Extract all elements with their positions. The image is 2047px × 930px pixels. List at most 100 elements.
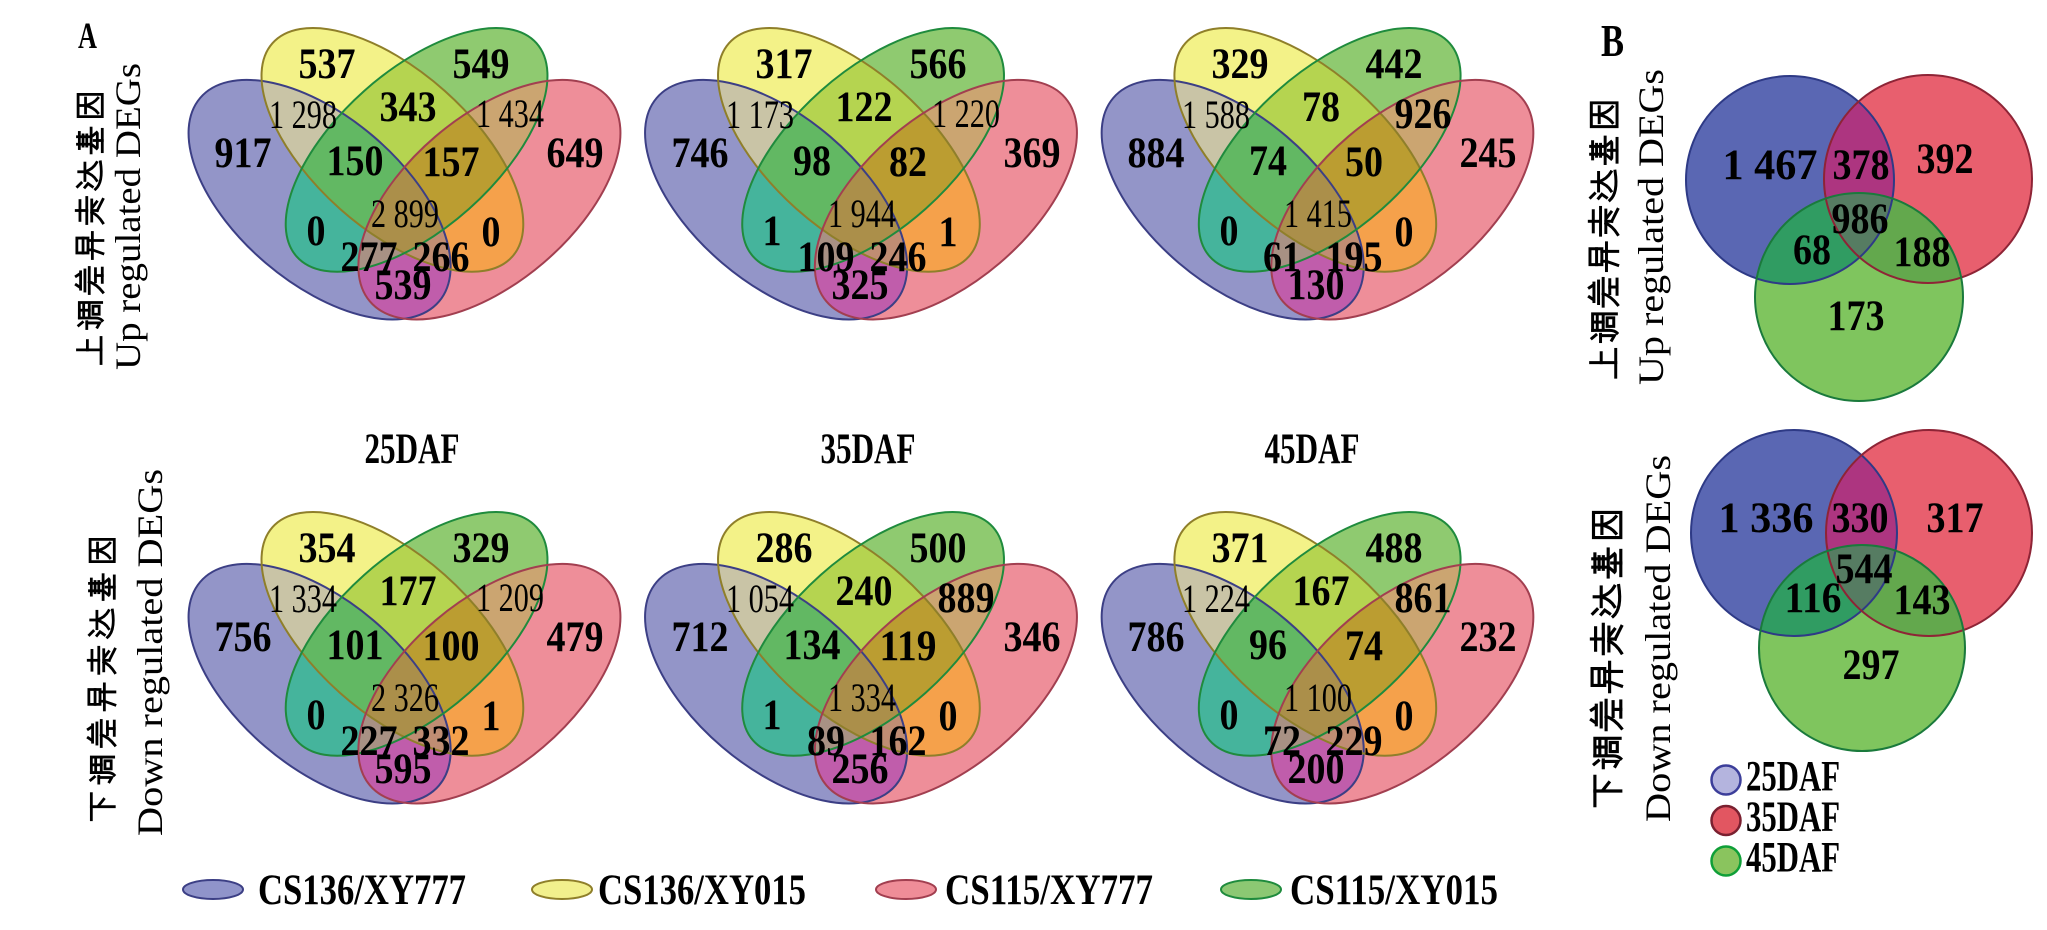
svg-text:1 173: 1 173 [726,92,794,137]
svg-text:227: 227 [341,718,398,765]
svg-text:346: 346 [1004,614,1061,661]
svg-text:167: 167 [1293,568,1350,615]
svg-text:61: 61 [1263,234,1301,281]
svg-text:195: 195 [1326,234,1383,281]
svg-text:1: 1 [763,208,782,255]
svg-text:1 588: 1 588 [1182,92,1250,137]
svg-text:1 434: 1 434 [476,91,544,136]
svg-text:119: 119 [880,623,937,670]
svg-text:329: 329 [1212,41,1269,88]
svg-text:286: 286 [756,525,813,572]
svg-text:74: 74 [1249,138,1287,185]
svg-text:566: 566 [910,41,967,88]
svg-text:96: 96 [1249,622,1287,669]
svg-text:1 944: 1 944 [828,191,896,236]
svg-text:317: 317 [756,41,813,88]
svg-text:1 334: 1 334 [269,576,337,621]
svg-text:109: 109 [798,234,855,281]
svg-text:134: 134 [784,622,841,669]
svg-text:0: 0 [482,209,501,256]
svg-text:649: 649 [547,130,604,177]
svg-text:1 334: 1 334 [828,675,896,720]
svg-text:CS136/XY015: CS136/XY015 [598,867,806,914]
svg-text:2 899: 2 899 [371,191,439,236]
svg-text:229: 229 [1326,718,1383,765]
svg-text:756: 756 [215,614,272,661]
svg-text:98: 98 [793,138,831,185]
svg-text:330: 330 [1832,495,1889,542]
svg-text:392: 392 [1917,136,1974,183]
svg-text:25DAF: 25DAF [365,426,460,473]
svg-text:240: 240 [836,568,893,615]
svg-text:Down regulated DEGs: Down regulated DEGs [1638,455,1678,822]
svg-text:1 054: 1 054 [726,576,794,621]
svg-text:CS115/XY777: CS115/XY777 [945,867,1153,914]
svg-text:371: 371 [1212,525,1269,572]
svg-text:354: 354 [299,525,356,572]
svg-text:200: 200 [1288,746,1345,793]
svg-text:74: 74 [1345,623,1383,670]
svg-text:595: 595 [375,746,432,793]
svg-text:0: 0 [307,692,326,739]
svg-text:45DAF: 45DAF [1265,426,1360,473]
svg-text:442: 442 [1366,41,1423,88]
svg-text:1 100: 1 100 [1284,675,1352,720]
svg-text:0: 0 [1220,208,1239,255]
svg-text:CS136/XY777: CS136/XY777 [258,867,466,914]
svg-text:A: A [78,16,97,57]
svg-text:325: 325 [832,262,889,309]
svg-text:150: 150 [327,138,384,185]
svg-text:101: 101 [327,622,384,669]
svg-text:1: 1 [482,693,501,740]
svg-text:317: 317 [1927,495,1984,542]
svg-text:549: 549 [453,41,510,88]
svg-text:332: 332 [413,718,470,765]
svg-text:82: 82 [889,139,927,186]
svg-text:297: 297 [1843,642,1900,689]
svg-text:329: 329 [453,525,510,572]
svg-text:537: 537 [299,41,356,88]
svg-text:1 220: 1 220 [932,91,1000,136]
svg-text:0: 0 [307,208,326,255]
svg-text:162: 162 [870,718,927,765]
svg-text:926: 926 [1395,91,1452,138]
svg-text:173: 173 [1828,293,1885,340]
svg-text:0: 0 [939,693,958,740]
svg-text:245: 245 [1460,130,1517,177]
svg-text:Down regulated DEGs: Down regulated DEGs [130,469,170,836]
svg-text:Up regulated DEGs: Up regulated DEGs [108,63,148,370]
svg-text:746: 746 [672,130,729,177]
svg-text:986: 986 [1832,196,1889,243]
svg-text:1 467: 1 467 [1723,142,1818,189]
svg-text:122: 122 [836,84,893,131]
svg-text:500: 500 [910,525,967,572]
svg-text:1 224: 1 224 [1182,576,1250,621]
svg-text:889: 889 [938,575,995,622]
svg-text:343: 343 [380,84,437,131]
svg-text:479: 479 [547,614,604,661]
svg-text:CS115/XY015: CS115/XY015 [1290,867,1498,914]
svg-text:143: 143 [1894,577,1951,624]
svg-text:786: 786 [1128,614,1185,661]
svg-text:130: 130 [1288,262,1345,309]
svg-text:45DAF: 45DAF [1746,835,1840,882]
svg-text:35DAF: 35DAF [821,426,916,473]
svg-text:539: 539 [375,262,432,309]
svg-text:68: 68 [1793,227,1831,274]
svg-text:50: 50 [1345,139,1383,186]
svg-text:Up regulated DEGs: Up regulated DEGs [1631,69,1671,385]
svg-text:0: 0 [1395,209,1414,256]
svg-text:1 336: 1 336 [1719,495,1814,542]
svg-text:2 326: 2 326 [371,675,439,720]
svg-text:35DAF: 35DAF [1746,794,1840,841]
svg-text:544: 544 [1836,546,1893,593]
svg-text:246: 246 [870,234,927,281]
svg-text:1: 1 [763,692,782,739]
svg-text:861: 861 [1395,575,1452,622]
svg-text:277: 277 [341,234,398,281]
svg-text:488: 488 [1366,525,1423,572]
svg-text:256: 256 [832,746,889,793]
svg-text:1 298: 1 298 [269,92,337,137]
svg-text:177: 177 [380,568,437,615]
svg-text:89: 89 [807,718,845,765]
